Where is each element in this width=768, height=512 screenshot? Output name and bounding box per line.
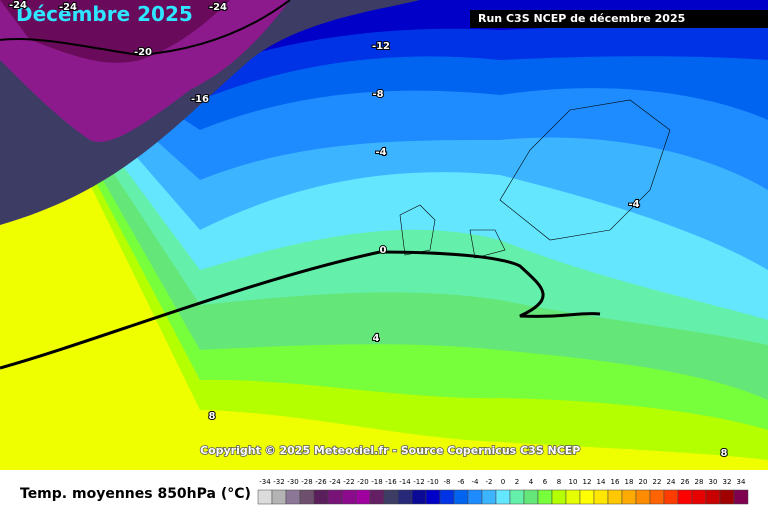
- legend-label: 24: [667, 478, 676, 486]
- legend-label: -8: [444, 478, 451, 486]
- contour-line: [0, 0, 291, 57]
- map-title: Décembre 2025: [16, 2, 193, 26]
- legend-label: -14: [399, 478, 411, 486]
- legend-swatch: [327, 489, 343, 505]
- legend-label: -24: [329, 478, 341, 486]
- contour-label: 8: [209, 411, 216, 422]
- legend-label: -30: [287, 478, 298, 486]
- contour-label: -4: [375, 147, 386, 158]
- legend-swatch: [355, 489, 371, 505]
- map: [0, 0, 768, 470]
- legend-swatch: [733, 489, 749, 505]
- legend-swatch: [621, 489, 637, 505]
- contour-label: -4: [628, 199, 639, 210]
- legend-swatch: [369, 489, 385, 505]
- legend-label: 12: [583, 478, 592, 486]
- legend-label: 0: [501, 478, 505, 486]
- legend-label: 18: [625, 478, 634, 486]
- legend-label: 2: [515, 478, 519, 486]
- legend-swatch: [341, 489, 357, 505]
- legend-label: -26: [315, 478, 327, 486]
- legend-swatch: [299, 489, 315, 505]
- legend-label: 10: [569, 478, 578, 486]
- legend-swatch: [663, 489, 679, 505]
- contour-label: -24: [9, 0, 27, 11]
- contour-label: -24: [59, 2, 77, 13]
- legend-label: -32: [273, 478, 284, 486]
- legend-swatch: [453, 489, 469, 505]
- copyright: Copyright © 2025 Meteociel.fr - Source C…: [200, 444, 580, 457]
- legend-swatch: [719, 489, 735, 505]
- legend-swatch: [481, 489, 497, 505]
- legend-label: -2: [486, 478, 493, 486]
- legend-label: 6: [543, 478, 548, 486]
- coastline: [399, 99, 671, 259]
- contour-label: -12: [372, 41, 390, 52]
- legend-swatch: [411, 489, 427, 505]
- contour-label: 8: [721, 448, 728, 459]
- legend-label: -28: [301, 478, 312, 486]
- legend-label: -16: [385, 478, 397, 486]
- legend-swatch: [439, 489, 455, 505]
- legend-label: -6: [458, 478, 466, 486]
- legend-swatch: [635, 489, 651, 505]
- legend-swatch: [537, 489, 553, 505]
- legend-label: 14: [597, 478, 606, 486]
- band: [0, 0, 230, 63]
- legend-label: -12: [413, 478, 424, 486]
- legend-label: -10: [427, 478, 438, 486]
- legend-label: -34: [259, 478, 271, 486]
- contour-label: -8: [372, 89, 383, 100]
- legend-title: Temp. moyennes 850hPa (°C): [20, 486, 251, 502]
- legend-label: 20: [639, 478, 648, 486]
- legend-label: 34: [737, 478, 746, 486]
- legend-swatch: [257, 489, 273, 505]
- legend-label: -20: [357, 478, 368, 486]
- legend-swatch: [523, 489, 539, 505]
- legend-swatch: [495, 489, 511, 505]
- legend-label: -22: [343, 478, 354, 486]
- legend-swatch: [425, 489, 441, 505]
- contour-label: -24: [209, 2, 227, 13]
- legend-label: -18: [371, 478, 382, 486]
- legend-swatch: [579, 489, 595, 505]
- legend-label: 22: [653, 478, 662, 486]
- legend-swatch: [313, 489, 329, 505]
- legend-swatch: [705, 489, 721, 505]
- legend: -34 -32 -30 -28 -26 -24 -22 -20 -18 -16 -14 -12 -10-…: [257, 478, 749, 505]
- zero-contour-line: [0, 250, 601, 370]
- legend-swatch: [691, 489, 707, 505]
- legend-swatch: [677, 489, 693, 505]
- legend-label: 30: [709, 478, 718, 486]
- legend-swatch: [607, 489, 623, 505]
- contour-label: 4: [373, 333, 380, 344]
- legend-swatch: [271, 489, 287, 505]
- legend-swatch: [467, 489, 483, 505]
- contour-label: -16: [191, 94, 209, 105]
- legend-label: 4: [529, 478, 534, 486]
- legend-swatch: [649, 489, 665, 505]
- run-label: Run C3S NCEP de décembre 2025: [478, 12, 685, 25]
- legend-swatch: [593, 489, 609, 505]
- legend-label: 28: [695, 478, 704, 486]
- legend-swatch: [551, 489, 567, 505]
- legend-label: 26: [681, 478, 690, 486]
- legend-swatch: [565, 489, 581, 505]
- legend-label: 32: [723, 478, 732, 486]
- run-box: [470, 10, 768, 28]
- legend-swatch: [509, 489, 525, 505]
- contour-label: -20: [134, 47, 152, 58]
- legend-label: 16: [611, 478, 620, 486]
- legend-label: -4: [472, 478, 480, 486]
- legend-label: 8: [557, 478, 561, 486]
- contour-label: 0: [380, 245, 387, 256]
- legend-swatch: [397, 489, 413, 505]
- legend-swatch: [285, 489, 301, 505]
- legend-swatch: [383, 489, 399, 505]
